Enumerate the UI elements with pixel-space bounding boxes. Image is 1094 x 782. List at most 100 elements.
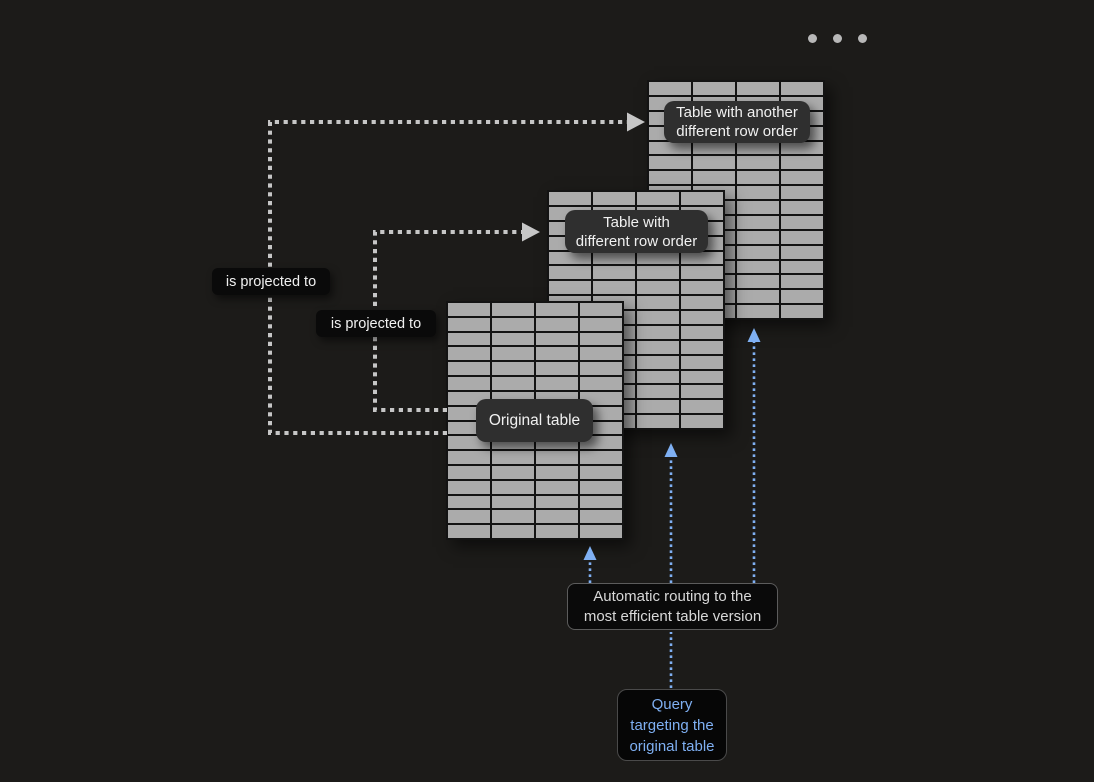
query-box-line: original table [629, 737, 715, 755]
table-cell [781, 215, 823, 229]
table-cell [681, 251, 723, 265]
table-cell [549, 281, 591, 295]
table-cell [492, 480, 534, 494]
table-cell [637, 281, 679, 295]
table-cell [580, 465, 622, 479]
table-cell [681, 370, 723, 384]
table-cell [637, 370, 679, 384]
table-cell [737, 215, 779, 229]
table-cell [492, 495, 534, 509]
projection-label-inner: is projected to [316, 310, 436, 337]
table-cell [448, 332, 490, 346]
routing-box-line: Automatic routing to the [593, 587, 752, 605]
table-label-another-different-row-order: Table with another different row order [664, 101, 810, 143]
table-cell [492, 525, 534, 538]
table-cell [637, 385, 679, 399]
table-cell [649, 82, 691, 95]
table-cell [549, 251, 591, 265]
query-box-line: Query [651, 695, 693, 713]
table-cell [637, 415, 679, 428]
table-label-original: Original table [476, 399, 593, 442]
table-cell [681, 311, 723, 324]
table-cell [681, 385, 723, 399]
table-cell [580, 317, 622, 331]
table-cell [781, 82, 823, 95]
table-cell [637, 311, 679, 324]
table-cell [637, 340, 679, 354]
table-cell [492, 362, 534, 376]
table-label-line: Table with another [676, 104, 798, 121]
table-cell [681, 415, 723, 428]
table-cell [536, 525, 578, 538]
table-cell [737, 260, 779, 274]
table-cell [448, 510, 490, 524]
table-cell [637, 325, 679, 339]
projection-label-text: is projected to [225, 273, 317, 290]
table-cell [637, 192, 679, 205]
table-cell [492, 303, 534, 316]
table-label-line: Table with [603, 213, 670, 231]
table-cell [492, 451, 534, 464]
table-cell [693, 141, 735, 155]
projection-label-outer: is projected to [212, 268, 330, 295]
table-label-different-row-order: Table with different row order [565, 210, 708, 253]
table-cell [492, 377, 534, 390]
table-cell [492, 332, 534, 346]
table-cell [448, 495, 490, 509]
table-cell [781, 275, 823, 289]
table-cell [737, 230, 779, 244]
table-cell [448, 347, 490, 361]
table-cell [536, 451, 578, 464]
table-cell [737, 245, 779, 259]
table-label-line: different row order [575, 232, 698, 250]
table-cell [536, 480, 578, 494]
routing-arrowhead-original-icon [583, 546, 597, 560]
automatic-routing-box: Automatic routing to the most efficient … [567, 583, 778, 630]
table-cell [580, 377, 622, 390]
table-cell [492, 465, 534, 479]
table-cell [649, 171, 691, 185]
query-box-line: targeting the [630, 716, 714, 734]
table-cell [492, 317, 534, 331]
table-cell [549, 192, 591, 205]
table-cell [637, 251, 679, 265]
query-box: Query targeting the original table [617, 689, 727, 761]
table-cell [637, 400, 679, 414]
table-cell [681, 296, 723, 309]
table-cell [681, 400, 723, 414]
table-cell [637, 355, 679, 369]
table-cell [580, 362, 622, 376]
routing-arrowhead-middle-icon [664, 443, 678, 457]
table-cell [681, 325, 723, 339]
projection-arrowhead-inner-icon [522, 222, 540, 242]
table-cell [781, 230, 823, 244]
table-cell [448, 303, 490, 316]
ellipsis-dot [833, 34, 842, 43]
table-cell [448, 317, 490, 331]
table-cell [536, 465, 578, 479]
table-cell [580, 303, 622, 316]
table-cell [448, 480, 490, 494]
table-cell [580, 525, 622, 538]
table-cell [681, 192, 723, 205]
table-cell [580, 510, 622, 524]
ellipsis-dot [858, 34, 867, 43]
table-cell [737, 82, 779, 95]
table-cell [781, 201, 823, 214]
table-cell [781, 186, 823, 199]
table-cell [737, 186, 779, 199]
table-cell [492, 347, 534, 361]
table-cell [549, 266, 591, 280]
routing-box-line: most efficient table version [583, 607, 762, 625]
table-cell [536, 362, 578, 376]
table-cell [737, 156, 779, 170]
table-cell [593, 281, 635, 295]
table-cell [593, 266, 635, 280]
table-cell [737, 201, 779, 214]
table-cell [580, 495, 622, 509]
table-cell [737, 275, 779, 289]
table-cell [536, 495, 578, 509]
projection-arrowhead-outer-icon [627, 112, 645, 132]
table-cell [536, 317, 578, 331]
